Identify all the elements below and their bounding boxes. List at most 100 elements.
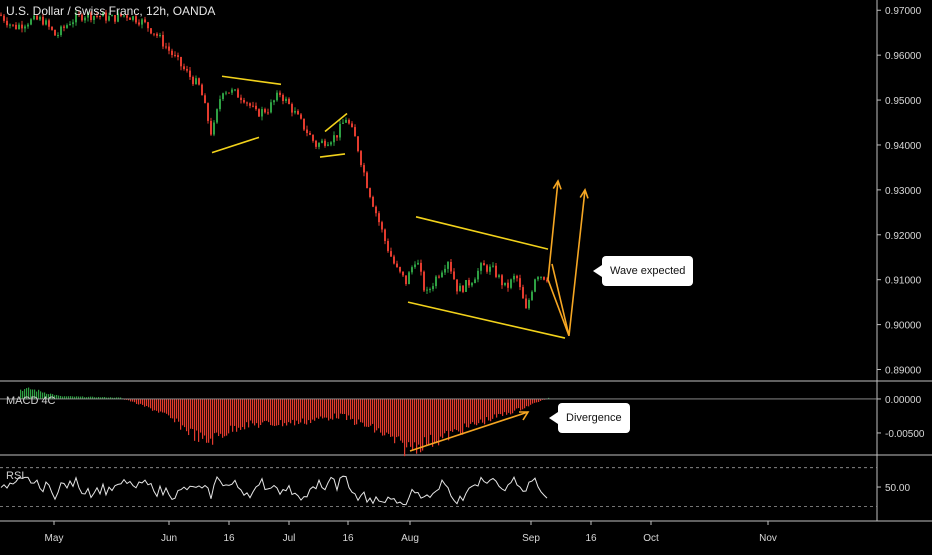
macd-layer: 0.00000 -0.00500 [0, 387, 925, 457]
candle-body [255, 105, 257, 110]
candle-body [246, 102, 248, 104]
candle-body [234, 89, 236, 91]
macd-bar [508, 398, 510, 413]
macd-bar [284, 398, 286, 424]
candle-body [222, 93, 224, 100]
candle-body [126, 15, 128, 18]
candle-body [195, 78, 197, 85]
price-tick-label-1: 0.96000 [885, 51, 922, 62]
macd-bar [102, 397, 104, 399]
macd-bar [126, 398, 128, 400]
macd-bar [140, 398, 142, 404]
candle-body [0, 14, 2, 16]
macd-bar [528, 398, 530, 407]
macd-bar [254, 398, 256, 426]
candle-body [426, 289, 428, 291]
candle-body [456, 279, 458, 292]
macd-bar [26, 388, 28, 399]
candle-body [6, 20, 8, 26]
candle-body [57, 35, 59, 37]
macd-bar [308, 398, 310, 421]
pattern-upper-line-0 [221, 75, 282, 86]
candle-body [96, 15, 98, 17]
candle-body [291, 104, 293, 113]
macd-bar [386, 398, 388, 433]
candle-body [396, 263, 398, 268]
candle-body [171, 50, 173, 55]
candle-body [432, 286, 434, 290]
candle-body [483, 263, 485, 266]
candle-body [540, 276, 542, 278]
macd-bar [260, 398, 262, 426]
candle-body [312, 134, 314, 141]
candle-body [105, 12, 107, 21]
macd-bar [230, 398, 232, 426]
macd-bar [90, 396, 92, 399]
macd-bar [304, 398, 306, 424]
macd-bar [492, 398, 494, 419]
candle-body [348, 119, 350, 124]
candle-body [474, 279, 476, 284]
candle-body [21, 24, 23, 29]
candle-body [66, 25, 68, 28]
candle-body [363, 165, 365, 173]
macd-bar [460, 398, 462, 436]
macd-bar [276, 398, 278, 426]
candle-body [60, 26, 62, 36]
macd-bar [150, 398, 152, 409]
macd-bar [196, 398, 198, 431]
macd-bar [182, 398, 184, 426]
macd-bar [52, 394, 54, 399]
macd-bar [214, 398, 216, 434]
macd-bar [202, 398, 204, 439]
macd-bar [142, 398, 144, 405]
price-tick-label-0: 0.97000 [885, 6, 922, 17]
macd-bar [360, 398, 362, 423]
candle-body [258, 109, 260, 117]
macd-bar [264, 398, 266, 422]
candle-body [459, 285, 461, 292]
candle-body [369, 188, 371, 197]
macd-bar [226, 398, 228, 436]
macd-bar [50, 393, 52, 399]
candle-body [405, 275, 407, 285]
candle-body [414, 264, 416, 268]
macd-bar [332, 398, 334, 420]
macd-bar [88, 396, 90, 399]
rsi-layer: 50.00 [0, 467, 910, 507]
macd-bar [336, 398, 338, 419]
candle-body [477, 270, 479, 280]
candle-body [138, 22, 140, 25]
macd-bar [344, 398, 346, 415]
macd-bar [480, 398, 482, 420]
candle-body [240, 97, 242, 101]
candle-body [267, 112, 269, 114]
macd-bar [232, 398, 234, 432]
macd-bar [428, 398, 430, 445]
macd-bar [24, 389, 26, 399]
candle-body [336, 135, 338, 138]
macd-bar [176, 398, 178, 419]
chart-title: U.S. Dollar / Swiss Franc, 12h, OANDA [6, 4, 216, 18]
macd-bar [100, 397, 102, 399]
macd-bar [60, 395, 62, 399]
candle-body [150, 28, 152, 34]
macd-bar [280, 398, 282, 421]
candle-body [411, 267, 413, 273]
macd-bar [282, 398, 284, 427]
macd-bar [44, 392, 46, 399]
candle-body [300, 114, 302, 119]
macd-bar [234, 398, 236, 426]
macd-bar [404, 398, 406, 457]
macd-bar [520, 398, 522, 411]
candle-body [330, 142, 332, 145]
macd-bar [200, 398, 202, 433]
macd-bar [158, 398, 160, 413]
pattern-upper-line-2 [415, 216, 549, 250]
candle-body [528, 299, 530, 309]
candle-body [351, 123, 353, 128]
rsi-label: RSI [6, 470, 25, 482]
macd-bar [80, 396, 82, 399]
